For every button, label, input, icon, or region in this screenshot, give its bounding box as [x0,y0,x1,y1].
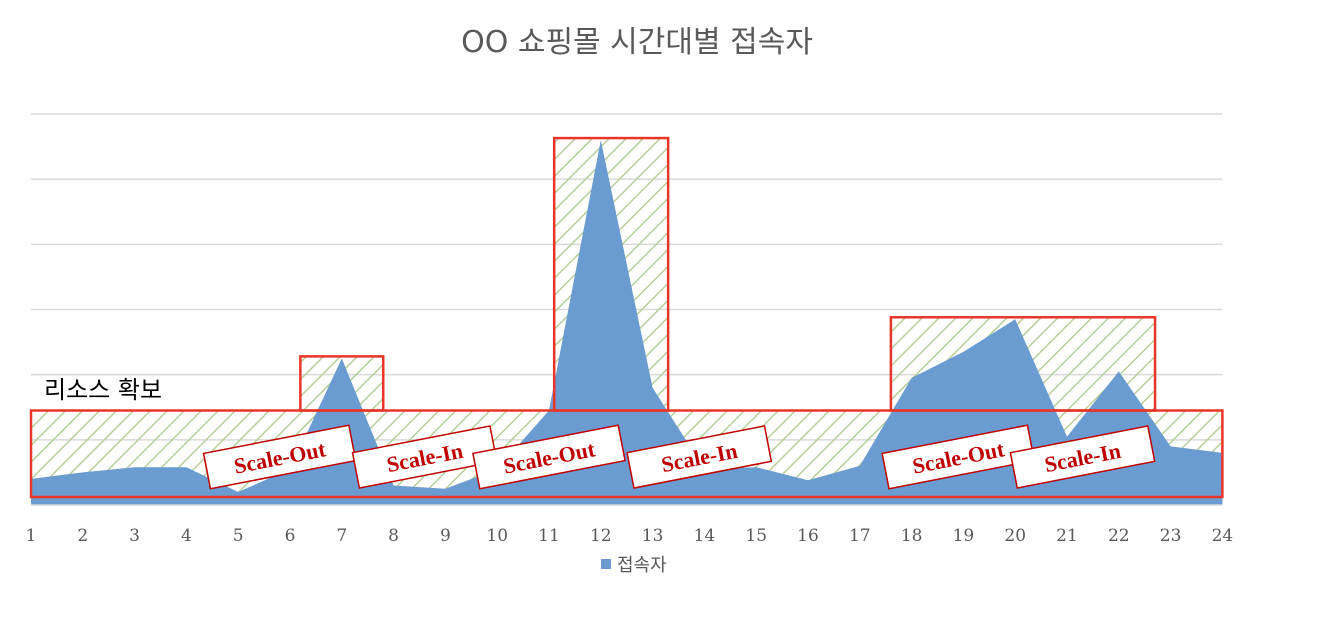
scale-badge: Scale-In [351,425,498,489]
x-tick-label: 12 [590,526,612,546]
resource-frames [29,136,1224,499]
x-tick-labels: 1 2 3 4 5 6 7 8 9 10 11 12 13 14 15 16 17 18 19 20 21 22 23 24 [26,526,1234,546]
x-tick-label: 8 [388,526,399,546]
scale-badge-box [881,424,1036,490]
x-tick-label: 13 [642,526,664,546]
scale-badge-box [626,425,773,489]
x-tick-label: 9 [440,526,451,546]
x-tick-label: 10 [486,526,508,546]
scale-badge-box [1009,425,1156,489]
x-tick-label: 5 [233,526,244,546]
scale-box-frame [552,136,670,412]
area-series [30,140,1223,506]
scale-badge: Scale-In [1009,425,1156,489]
x-tick-label: 4 [181,526,192,546]
x-tick-label: 19 [953,526,975,546]
scale-badges: Scale-Out Scale-In Scale-Out Scale-In Scale-… [202,424,1156,490]
x-tick-label: 7 [336,526,347,546]
x-tick-label: 3 [129,526,140,546]
scale-box-frame [299,355,385,412]
x-tick-label: 1 [26,526,37,546]
x-tick-label: 15 [745,526,767,546]
x-tick-label: 20 [1004,526,1026,546]
scale-box-frame [889,316,1157,412]
x-tick-label: 22 [1108,526,1130,546]
x-tick-label: 18 [901,526,923,546]
scale-badge-box [472,424,626,490]
resource-label: 리소스 확보 [44,376,162,404]
x-tick-label: 14 [694,526,716,546]
x-tick-label: 24 [1212,526,1234,546]
x-tick-label: 6 [285,526,296,546]
scale-badge: Scale-In [626,425,773,489]
legend-swatch [601,559,611,569]
x-tick-label: 21 [1056,526,1078,546]
x-tick-label: 23 [1160,526,1182,546]
legend-label: 접속자 [617,555,667,576]
x-tick-label: 16 [797,526,819,546]
chart-title: OO 쇼핑몰 시간대별 접속자 [461,25,813,60]
x-tick-label: 2 [77,526,88,546]
legend: 접속자 [601,555,667,576]
scale-badge-box [202,424,357,490]
scale-badge: Scale-Out [202,424,357,490]
x-tick-label: 17 [849,526,871,546]
x-tick-label: 11 [538,526,560,546]
area-series-fill [31,140,1223,506]
scale-badge-box [351,425,498,489]
